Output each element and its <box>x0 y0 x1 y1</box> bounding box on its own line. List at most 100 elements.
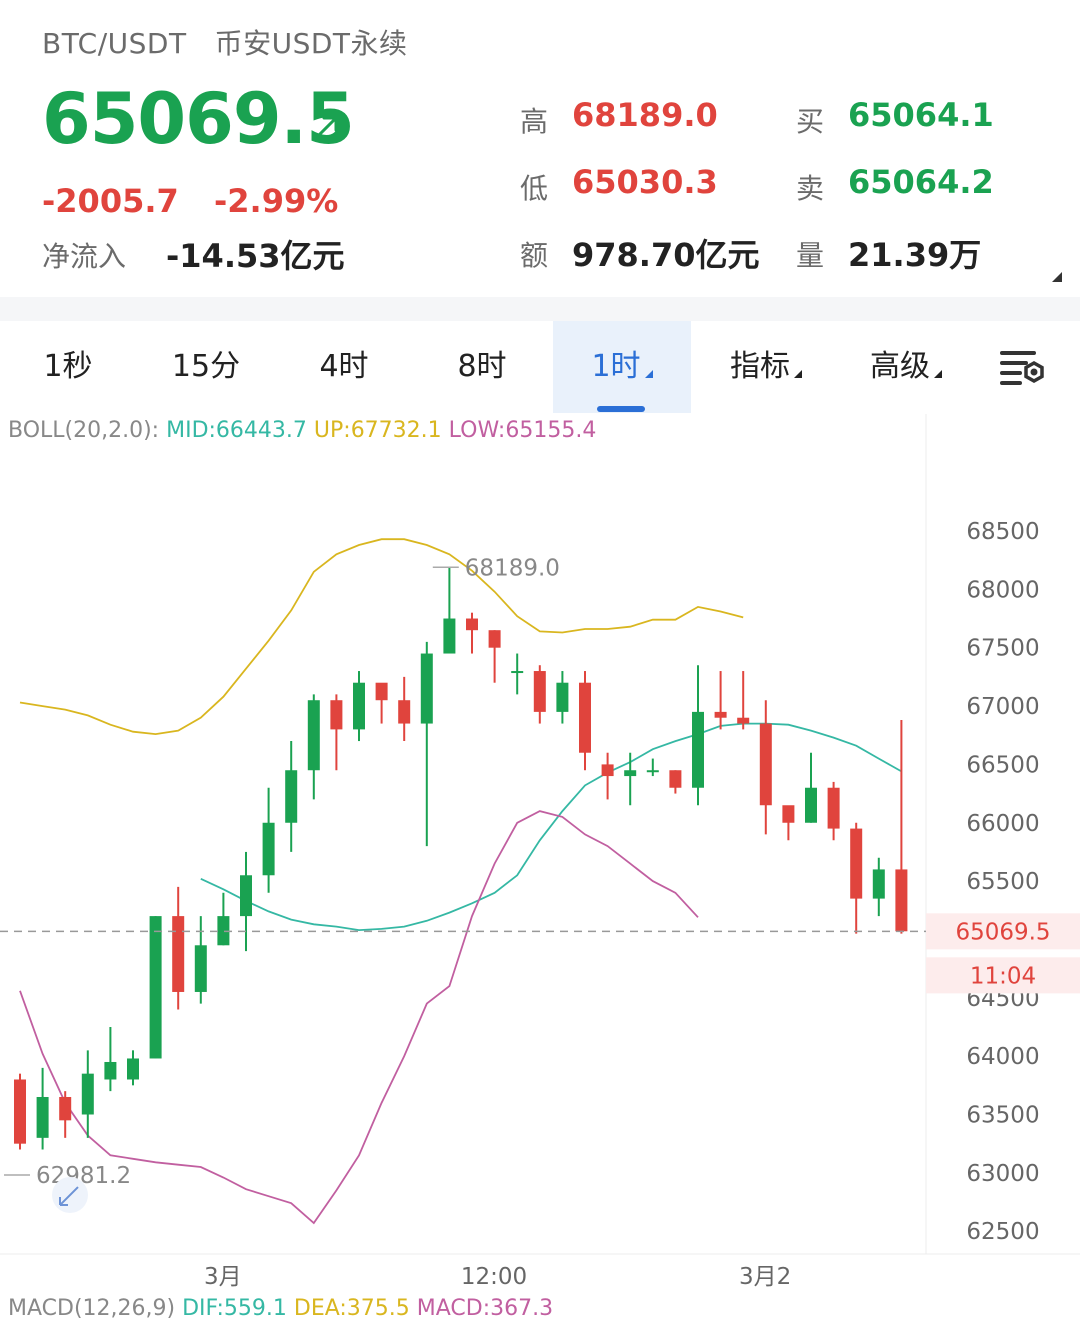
candle-body <box>59 1096 72 1121</box>
y-tick-label: 67500 <box>966 636 1039 662</box>
candle-body <box>737 717 750 724</box>
countdown-tag <box>926 957 1080 994</box>
boll-legend: BOLL(20,2.0): MID:66443.7 UP:67732.1 LOW… <box>8 418 596 443</box>
candle <box>872 857 885 917</box>
expand-corner-icon[interactable] <box>1052 272 1062 282</box>
candle-body <box>240 875 252 917</box>
candle-body <box>127 1058 139 1080</box>
candle-body <box>646 770 659 773</box>
candle-body <box>895 869 908 932</box>
pair-symbol: BTC/USDT <box>42 27 187 60</box>
icon-path <box>59 1186 79 1207</box>
candle <box>488 630 501 683</box>
boll-up-value: UP:67732.1 <box>313 418 442 443</box>
candle-body <box>601 764 614 777</box>
y-tick-label: 65500 <box>966 869 1039 895</box>
amount-value: 978.70亿元 <box>572 236 760 274</box>
market-title[interactable]: BTC/USDT 币安USDT永续 <box>42 22 436 62</box>
y-tick-label: 64000 <box>966 1044 1039 1070</box>
candle-body <box>420 653 433 724</box>
candlestick-chart[interactable]: 6850068000675006700066500660006550064500… <box>0 414 1080 1292</box>
interval-tabs: 1秒 15分 4时 8时 1时 指标 高级 <box>0 321 1080 413</box>
candle-body <box>556 682 569 712</box>
net-inflow-label: 净流入 <box>42 240 127 273</box>
candle-body <box>375 682 388 701</box>
x-tick-label: 12:00 <box>461 1264 527 1290</box>
candle-body <box>262 822 275 876</box>
tab-advanced[interactable]: 高级 <box>846 321 966 413</box>
tab-8h[interactable]: 8时 <box>418 321 546 413</box>
candle-body <box>692 711 704 788</box>
candle <box>624 752 637 806</box>
y-tick-label: 68000 <box>966 577 1039 603</box>
candle <box>375 682 388 724</box>
price-change: -2005.7 <box>42 182 179 220</box>
candle <box>646 758 659 777</box>
candle <box>669 770 682 794</box>
dropdown-corner-icon <box>934 370 942 378</box>
candle <box>262 787 275 893</box>
net-inflow-value: -14.53亿元 <box>166 237 345 275</box>
macd-legend: MACD(12,26,9) DIF:559.1 DEA:375.5 MACD:3… <box>8 1296 553 1321</box>
y-tick-label: 62500 <box>966 1219 1039 1245</box>
boll-upper-line <box>19 538 744 736</box>
tab-indicators[interactable]: 指标 <box>706 321 826 413</box>
candle-body <box>827 787 840 829</box>
candle-body <box>14 1079 26 1144</box>
candle-body <box>466 618 478 631</box>
candle-body <box>850 828 863 899</box>
dropdown-corner-icon <box>794 370 802 378</box>
candle <box>330 694 343 771</box>
tab-1s[interactable]: 1秒 <box>8 321 128 413</box>
candle <box>511 653 524 695</box>
tab-label: 15分 <box>171 349 241 384</box>
max-marker-label: 68189.0 <box>465 555 560 581</box>
candle <box>714 671 727 730</box>
tab-1h[interactable]: 1时 <box>553 321 691 413</box>
candle <box>895 720 908 934</box>
candle-body <box>805 787 817 823</box>
high-label: 高 <box>520 105 549 138</box>
tab-4h[interactable]: 4时 <box>280 321 408 413</box>
countdown-label: 11:04 <box>970 963 1036 989</box>
low-value: 65030.3 <box>572 163 718 201</box>
tab-15m[interactable]: 15分 <box>140 321 272 413</box>
candle <box>285 741 298 852</box>
boll-mid-line <box>200 722 902 932</box>
market-name: 币安USDT永续 <box>214 27 408 60</box>
candle <box>759 700 772 835</box>
candle-body <box>714 711 727 718</box>
current-price-tag <box>926 913 1080 950</box>
candle <box>172 886 185 1010</box>
chart-settings-icon[interactable] <box>1000 349 1048 389</box>
sell-label: 卖 <box>796 172 825 205</box>
candle-body <box>398 700 411 724</box>
price-change-pct: -2.99% <box>214 182 339 220</box>
boll-mid-value: MID:66443.7 <box>166 418 307 443</box>
low-label: 低 <box>520 172 549 205</box>
candle <box>827 781 840 841</box>
candle <box>466 612 478 654</box>
candle-body <box>330 700 343 730</box>
candle-body <box>285 770 298 823</box>
candle <box>217 892 230 946</box>
candle <box>533 665 546 724</box>
candle <box>104 1026 117 1092</box>
candle-body <box>353 682 365 730</box>
candle-body <box>533 671 546 712</box>
tab-label: 1时 <box>591 349 641 384</box>
high-value: 68189.0 <box>572 96 718 134</box>
collapse-arrows-icon[interactable] <box>52 1177 88 1214</box>
dropdown-corner-icon <box>644 370 653 378</box>
y-tick-label: 66500 <box>966 752 1039 778</box>
candle <box>14 1073 26 1150</box>
candle <box>149 916 162 1059</box>
candle-body <box>217 916 230 946</box>
candle <box>443 567 456 654</box>
candle-body <box>172 916 185 992</box>
candle-body <box>624 770 637 777</box>
y-axis-panel <box>926 414 1080 1292</box>
candle-body <box>872 869 885 899</box>
y-tick-label: 68500 <box>966 519 1039 545</box>
candle <box>127 1050 139 1086</box>
